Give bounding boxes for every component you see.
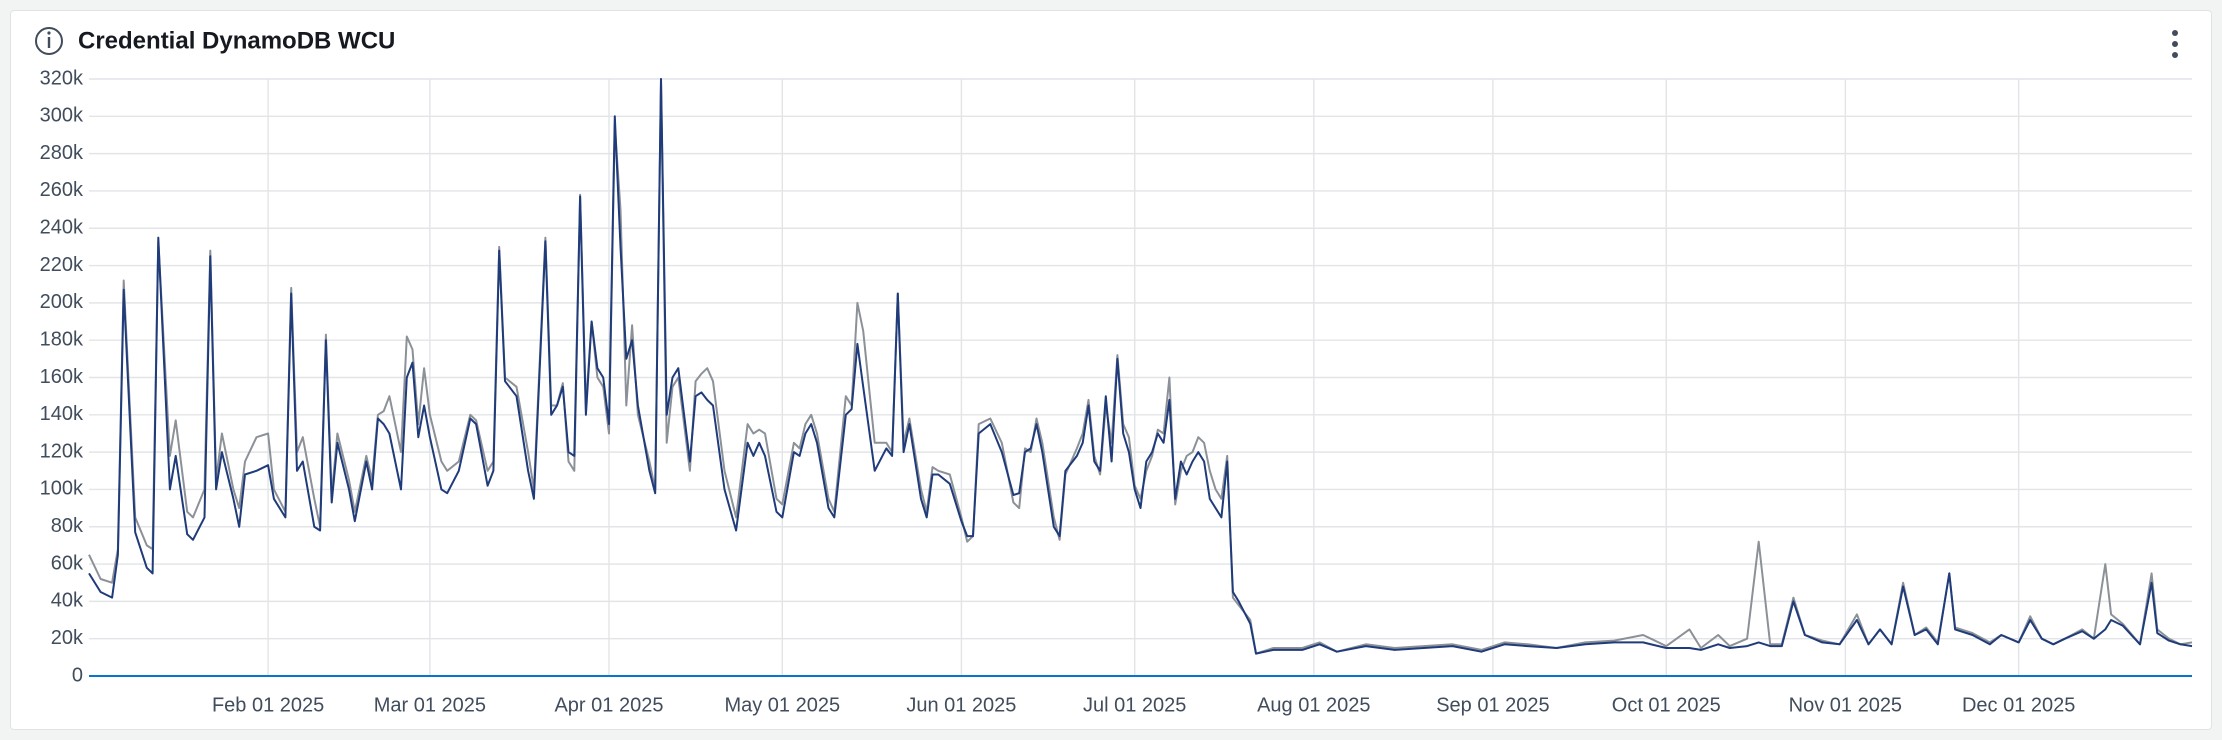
x-tick-label: Sep 01 2025 — [1436, 694, 1549, 716]
x-tick-label: Jul 01 2025 — [1083, 694, 1186, 716]
menu-dot[interactable] — [2172, 41, 2178, 47]
x-tick-label: Oct 01 2025 — [1612, 694, 1721, 716]
x-tick-label: Jun 01 2025 — [906, 694, 1016, 716]
y-tick-label: 20k — [51, 627, 84, 649]
y-tick-label: 100k — [40, 478, 84, 500]
chart-title: Credential DynamoDB WCU — [78, 27, 395, 54]
info-icon[interactable] — [35, 27, 63, 55]
y-tick-label: 300k — [40, 105, 84, 127]
y-tick-label: 280k — [40, 142, 84, 164]
x-tick-label: Mar 01 2025 — [374, 694, 486, 716]
x-tick-label: Dec 01 2025 — [1962, 694, 2075, 716]
y-tick-label: 180k — [40, 328, 84, 350]
y-tick-label: 40k — [51, 590, 84, 612]
x-tick-label: Apr 01 2025 — [554, 694, 663, 716]
y-tick-label: 220k — [40, 254, 84, 276]
y-tick-label: 160k — [40, 366, 84, 388]
y-tick-label: 80k — [51, 515, 84, 537]
y-tick-label: 60k — [51, 552, 84, 574]
x-tick-label: Aug 01 2025 — [1257, 694, 1370, 716]
series-line — [88, 78, 2193, 655]
menu-dot[interactable] — [2172, 30, 2178, 36]
y-tick-label: 200k — [40, 291, 84, 313]
series-line — [88, 78, 2193, 655]
y-tick-label: 240k — [40, 217, 84, 239]
info-icon-dot — [47, 31, 51, 35]
y-tick-label: 320k — [40, 67, 84, 89]
y-tick-label: 120k — [40, 440, 84, 462]
menu-dot[interactable] — [2172, 52, 2178, 58]
x-tick-label: May 01 2025 — [724, 694, 840, 716]
y-tick-label: 140k — [40, 403, 84, 425]
y-tick-label: 260k — [40, 179, 84, 201]
x-tick-label: Feb 01 2025 — [212, 694, 324, 716]
y-tick-label: 0 — [72, 664, 83, 686]
x-tick-label: Nov 01 2025 — [1789, 694, 1902, 716]
